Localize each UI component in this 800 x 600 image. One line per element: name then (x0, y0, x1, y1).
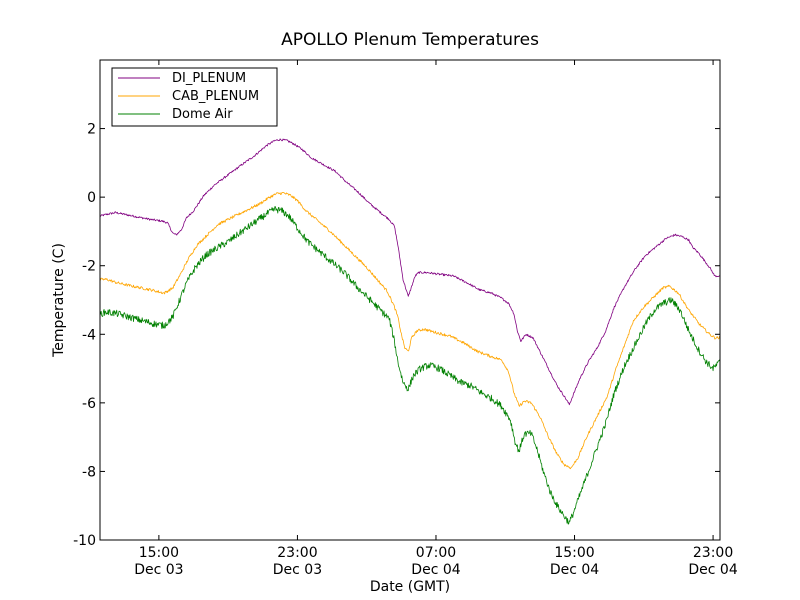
x-tick-label-time: 07:00 (416, 545, 456, 561)
legend-label: Dome Air (172, 107, 233, 122)
x-tick-label-date: Dec 03 (273, 562, 322, 578)
y-tick-label: -10 (73, 533, 96, 549)
y-tick-label: 0 (87, 190, 96, 206)
x-tick-label-time: 23:00 (693, 545, 733, 561)
y-tick-label: -6 (82, 396, 96, 412)
series-layer (99, 138, 721, 525)
series-line-dome-air (99, 206, 721, 525)
y-tick-label: -8 (82, 464, 96, 480)
x-tick-label-date: Dec 04 (550, 562, 599, 578)
y-axis: -10 -8 -6 -4 -2 0 2 (73, 122, 720, 549)
series-line-cab-plenum (99, 192, 721, 470)
series-line-di-plenum (99, 138, 721, 406)
y-axis-label: Temperature (C) (51, 243, 67, 358)
legend: DI_PLENUM CAB_PLENUM Dome Air (111, 67, 278, 127)
x-tick-label-date: Dec 04 (411, 562, 460, 578)
y-tick-label: -4 (82, 327, 96, 343)
x-tick-label-date: Dec 04 (688, 562, 737, 578)
chart-title: APOLLO Plenum Temperatures (281, 30, 539, 50)
y-tick-label: -2 (82, 259, 96, 275)
x-tick-label-time: 15:00 (139, 545, 179, 561)
x-tick-label-date: Dec 03 (134, 562, 183, 578)
x-tick-label-time: 23:00 (277, 545, 317, 561)
x-axis-label: Date (GMT) (370, 579, 450, 595)
y-tick-label: 2 (87, 122, 96, 138)
legend-label: DI_PLENUM (172, 71, 246, 86)
plot-frame (99, 59, 721, 541)
x-tick-label-time: 15:00 (554, 545, 594, 561)
legend-label: CAB_PLENUM (172, 89, 259, 104)
